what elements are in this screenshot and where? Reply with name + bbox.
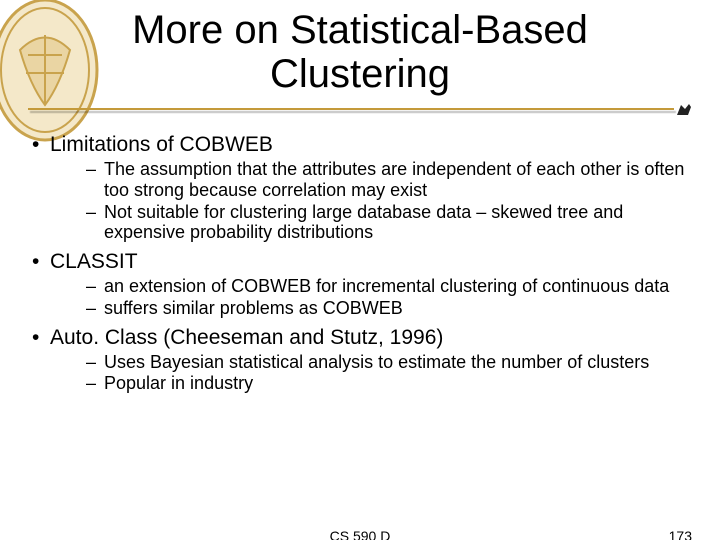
bullet-item: CLASSIT an extension of COBWEB for incre… xyxy=(28,249,692,319)
griffin-icon xyxy=(676,102,692,116)
slide-body: Limitations of COBWEB The assumption tha… xyxy=(0,124,720,394)
sub-list: an extension of COBWEB for incremental c… xyxy=(50,276,692,318)
bullet-item: Limitations of COBWEB The assumption tha… xyxy=(28,132,692,243)
title-line-1: More on Statistical-Based xyxy=(132,8,588,52)
bullet-item: Auto. Class (Cheeseman and Stutz, 1996) … xyxy=(28,325,692,395)
title-line-2: Clustering xyxy=(270,52,450,96)
sub-item: Not suitable for clustering large databa… xyxy=(86,202,692,243)
slide: More on Statistical-Based Clustering Lim… xyxy=(0,0,720,540)
sub-item: Uses Bayesian statistical analysis to es… xyxy=(86,352,692,373)
slide-title: More on Statistical-Based Clustering xyxy=(0,0,720,100)
bullet-text: CLASSIT xyxy=(50,250,138,273)
footer-page-number: 173 xyxy=(669,528,692,540)
title-rule xyxy=(28,102,692,116)
sub-item: suffers similar problems as COBWEB xyxy=(86,298,692,319)
sub-list: The assumption that the attributes are i… xyxy=(50,159,692,243)
sub-item: The assumption that the attributes are i… xyxy=(86,159,692,200)
bullet-list: Limitations of COBWEB The assumption tha… xyxy=(28,132,692,394)
bullet-text: Limitations of COBWEB xyxy=(50,133,273,156)
sub-list: Uses Bayesian statistical analysis to es… xyxy=(50,352,692,394)
footer-center: CS 590 D xyxy=(0,528,720,540)
bullet-text: Auto. Class (Cheeseman and Stutz, 1996) xyxy=(50,326,443,349)
sub-item: an extension of COBWEB for incremental c… xyxy=(86,276,692,297)
sub-item: Popular in industry xyxy=(86,373,692,394)
